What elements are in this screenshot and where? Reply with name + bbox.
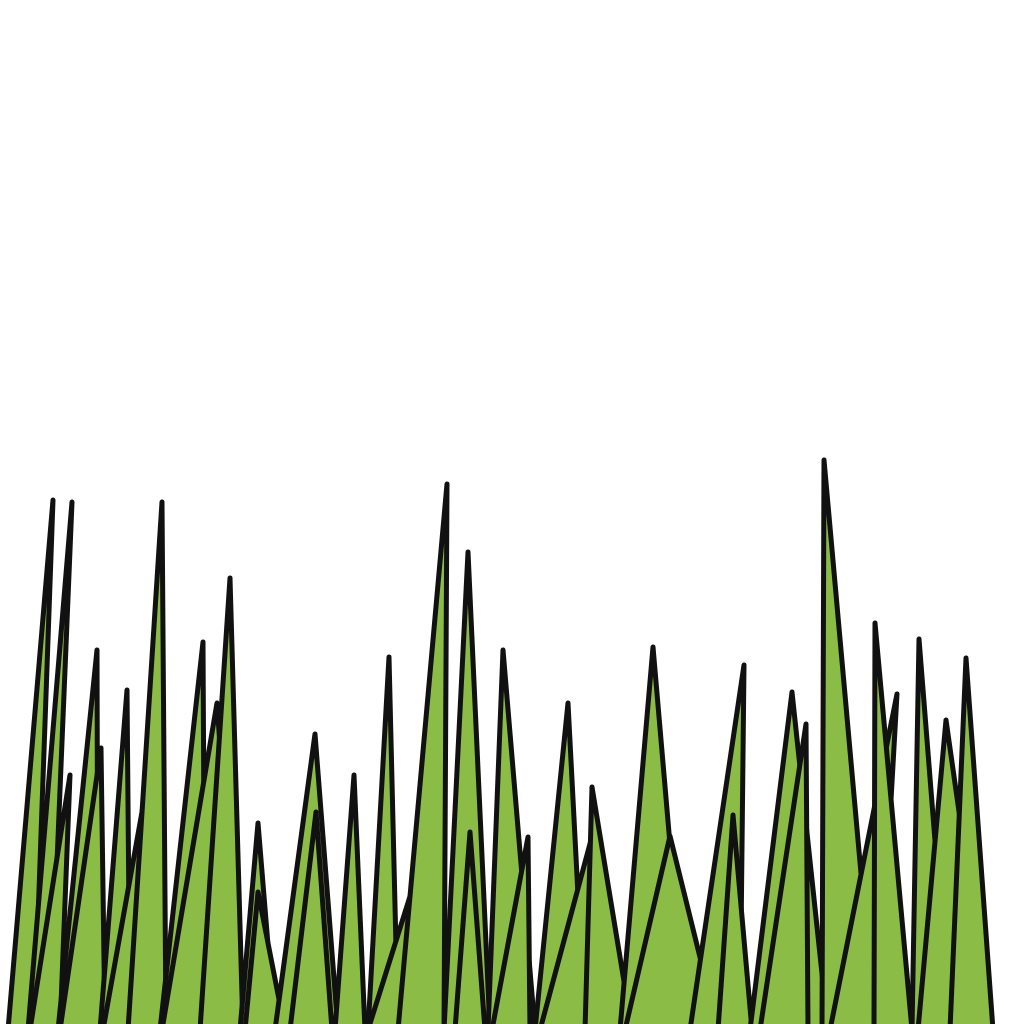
grass-blade xyxy=(490,834,533,1024)
grass-blade xyxy=(623,833,720,1024)
grass-blade xyxy=(58,745,108,1024)
grass-blade xyxy=(25,499,75,1024)
grass-blade xyxy=(243,889,287,1024)
grass-blade xyxy=(758,721,811,1024)
grass-blade xyxy=(125,499,169,1024)
grass-blade xyxy=(6,497,56,1024)
grass-blade xyxy=(452,829,488,1024)
grass-blade xyxy=(365,654,401,1024)
grass-blade xyxy=(871,620,914,1024)
grass-blade xyxy=(582,784,634,1024)
grass-blade xyxy=(288,809,335,1024)
grass-blade xyxy=(28,772,73,1024)
grass-blade xyxy=(947,655,996,1024)
grass-blade xyxy=(332,772,368,1024)
grass-blade xyxy=(396,481,450,1024)
grass-blades-group xyxy=(6,457,996,1024)
grass-blade xyxy=(441,549,493,1024)
grass-blade xyxy=(197,575,246,1024)
grass-blade xyxy=(715,812,754,1024)
